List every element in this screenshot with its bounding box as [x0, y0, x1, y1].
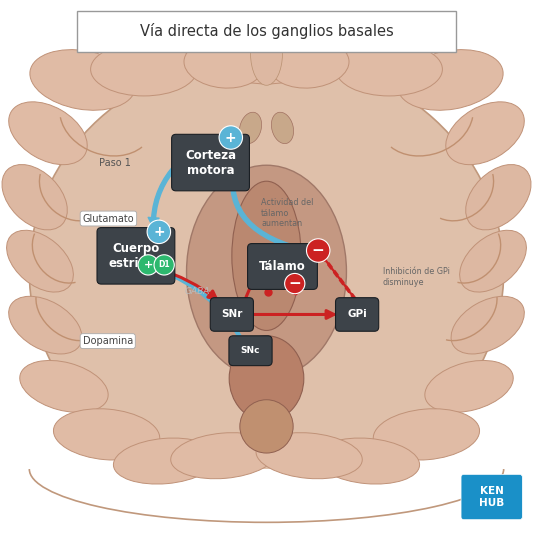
Ellipse shape	[2, 165, 67, 230]
Text: Cuerpo
estriado: Cuerpo estriado	[109, 242, 163, 270]
Ellipse shape	[316, 438, 419, 484]
Ellipse shape	[446, 102, 524, 165]
Ellipse shape	[425, 360, 513, 413]
Ellipse shape	[53, 409, 160, 460]
FancyBboxPatch shape	[172, 134, 249, 191]
Ellipse shape	[171, 433, 277, 479]
Text: Paso 1: Paso 1	[99, 158, 131, 167]
Ellipse shape	[187, 165, 346, 378]
Text: Inhibición de GPi
disminuye: Inhibición de GPi disminuye	[383, 268, 449, 287]
Bar	[11, 469, 522, 533]
Text: D1: D1	[158, 261, 170, 269]
Text: +: +	[153, 225, 165, 239]
FancyBboxPatch shape	[97, 228, 175, 284]
FancyBboxPatch shape	[247, 244, 318, 289]
Ellipse shape	[9, 102, 87, 165]
Text: +: +	[225, 131, 237, 144]
Text: SNc: SNc	[241, 346, 260, 355]
Text: Dopamina: Dopamina	[83, 336, 133, 346]
Ellipse shape	[239, 112, 262, 143]
Ellipse shape	[256, 433, 362, 479]
Ellipse shape	[6, 230, 74, 292]
FancyArrowPatch shape	[320, 253, 357, 300]
FancyBboxPatch shape	[229, 336, 272, 366]
Ellipse shape	[9, 296, 82, 354]
FancyBboxPatch shape	[336, 297, 378, 332]
Ellipse shape	[271, 112, 294, 143]
Ellipse shape	[91, 43, 197, 96]
Ellipse shape	[251, 21, 282, 85]
Ellipse shape	[459, 230, 527, 292]
FancyBboxPatch shape	[77, 11, 456, 52]
Ellipse shape	[373, 409, 480, 460]
Circle shape	[219, 126, 243, 149]
Ellipse shape	[336, 43, 442, 96]
FancyBboxPatch shape	[461, 474, 522, 520]
Text: SNr: SNr	[221, 310, 243, 319]
Text: GABA: GABA	[184, 287, 210, 296]
Circle shape	[154, 255, 174, 275]
Circle shape	[285, 273, 305, 294]
Ellipse shape	[398, 50, 503, 110]
Ellipse shape	[213, 33, 320, 84]
FancyArrowPatch shape	[148, 163, 179, 228]
FancyArrowPatch shape	[155, 267, 241, 338]
Ellipse shape	[232, 181, 301, 330]
Ellipse shape	[451, 296, 524, 354]
Text: GPi: GPi	[347, 310, 367, 319]
Ellipse shape	[466, 165, 531, 230]
Text: KEN
HUB: KEN HUB	[479, 486, 504, 508]
Text: Vía directa de los ganglios basales: Vía directa de los ganglios basales	[140, 23, 393, 39]
Ellipse shape	[29, 56, 504, 488]
Text: Glutamato: Glutamato	[83, 214, 134, 223]
Text: Actividad del
tálamo
aumentan: Actividad del tálamo aumentan	[261, 198, 313, 228]
Text: −: −	[312, 243, 325, 258]
Circle shape	[147, 220, 171, 244]
Text: −: −	[288, 276, 301, 291]
Ellipse shape	[229, 336, 304, 421]
Text: +: +	[143, 260, 153, 270]
Text: Tálamo: Tálamo	[259, 260, 306, 273]
FancyBboxPatch shape	[210, 297, 254, 332]
Ellipse shape	[184, 40, 264, 88]
Ellipse shape	[269, 40, 349, 88]
Circle shape	[306, 239, 330, 262]
Text: Corteza
motora: Corteza motora	[185, 149, 236, 176]
Circle shape	[138, 255, 158, 275]
Ellipse shape	[114, 438, 217, 484]
FancyArrowPatch shape	[231, 142, 290, 248]
Ellipse shape	[30, 50, 135, 110]
Ellipse shape	[20, 360, 108, 413]
Ellipse shape	[240, 400, 293, 453]
